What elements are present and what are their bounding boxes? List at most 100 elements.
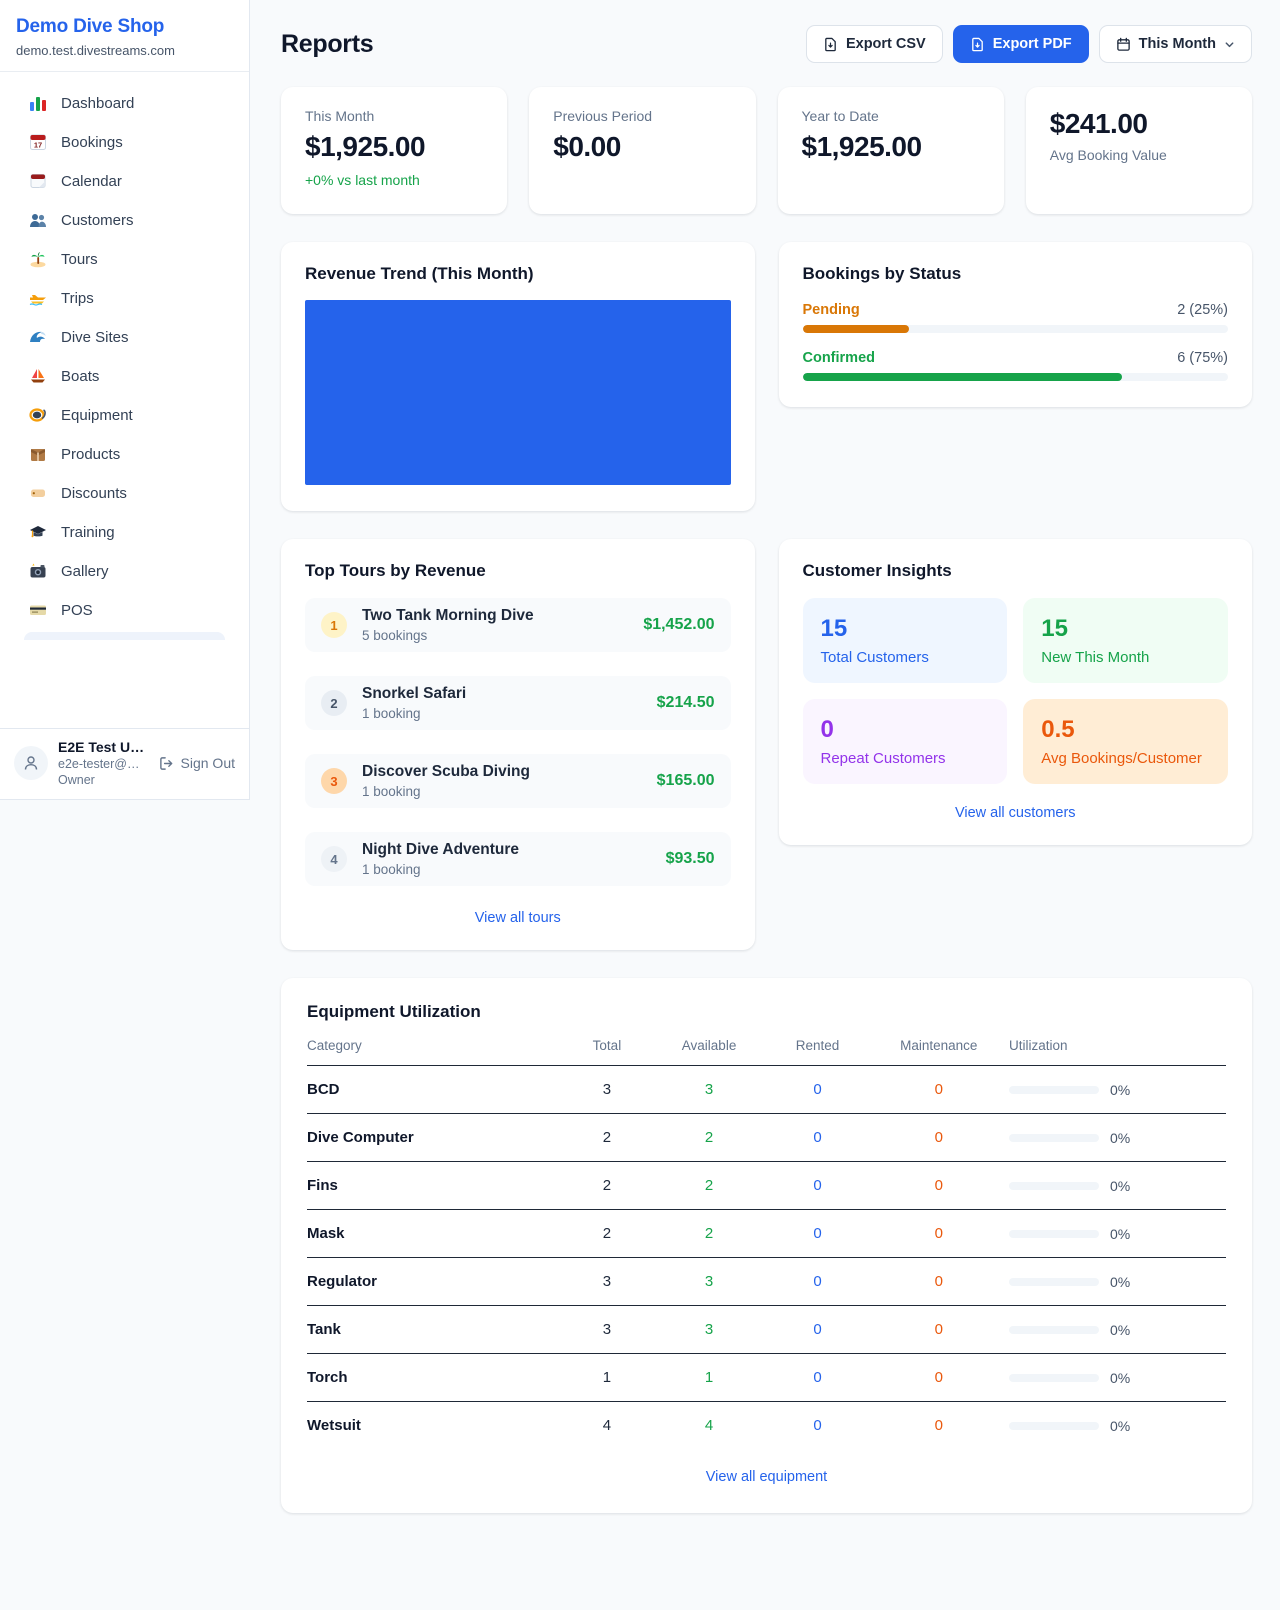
- shop-domain: demo.test.divestreams.com: [16, 43, 175, 58]
- table-row: Mask 2 2 0 0 0%: [307, 1210, 1226, 1258]
- cell-rented: 0: [813, 1369, 822, 1386]
- sidebar-item-training[interactable]: Training: [12, 515, 237, 549]
- cell-category: BCD: [307, 1081, 340, 1098]
- export-csv-label: Export CSV: [845, 36, 926, 52]
- sidebar-item-gallery[interactable]: Gallery: [12, 554, 237, 588]
- calendar-17-icon: 17: [29, 133, 47, 151]
- tour-bookings: 1 booking: [362, 784, 421, 799]
- tile-value: 0: [820, 716, 834, 743]
- col-maintenance: Maintenance: [900, 1038, 978, 1053]
- tour-name: Snorkel Safari: [362, 685, 467, 702]
- user-info: E2E Test U… e2e-tester@… Owner: [58, 739, 144, 787]
- sidebar-item-label: Calendar: [61, 172, 122, 190]
- sidebar-item-dashboard[interactable]: Dashboard: [12, 86, 237, 120]
- utilization-bar: [1009, 1277, 1099, 1286]
- export-pdf-label: Export PDF: [992, 36, 1072, 52]
- utilization-bar: [1009, 1181, 1099, 1190]
- status-count: 2 (25%): [1177, 302, 1228, 318]
- rank-badge: 3: [321, 768, 347, 794]
- stat-label: This Month: [305, 108, 375, 124]
- col-total: Total: [592, 1038, 622, 1053]
- cell-rented: 0: [813, 1129, 822, 1146]
- stat-delta: +0% vs last month: [305, 172, 420, 188]
- stat-label: Previous Period: [553, 108, 653, 124]
- table-header-row: Category Total Available Rented Maintena…: [307, 1038, 1226, 1066]
- sidebar-item-calendar[interactable]: Calendar: [12, 164, 237, 198]
- grad-cap-icon: [29, 523, 47, 541]
- export-csv-button[interactable]: Export CSV: [805, 25, 943, 63]
- period-label: This Month: [1138, 36, 1216, 52]
- tile-repeat-customers: 0 Repeat Customers: [802, 699, 1008, 784]
- sidebar-item-pos[interactable]: POS: [12, 593, 237, 627]
- tour-row: 3 Discover Scuba Diving 1 booking $165.0…: [305, 754, 731, 808]
- utilization-pct: 0%: [1110, 1369, 1131, 1386]
- export-pdf-button[interactable]: Export PDF: [952, 25, 1089, 63]
- top-tours-card: Top Tours by Revenue 1 Two Tank Morning …: [281, 539, 755, 950]
- cell-category: Dive Computer: [307, 1129, 414, 1146]
- customer-insights-card: Customer Insights 15 Total Customers 15 …: [778, 539, 1252, 845]
- sidebar-item-label: Equipment: [61, 406, 133, 424]
- tour-amount: $214.50: [656, 694, 715, 711]
- avatar: [14, 746, 48, 780]
- sidebar-item-equipment[interactable]: Equipment: [12, 398, 237, 432]
- col-rented: Rented: [795, 1038, 840, 1053]
- chevron-down-icon: [1225, 41, 1234, 47]
- svg-text:17: 17: [34, 141, 42, 150]
- view-all-customers-link[interactable]: View all customers: [954, 805, 1076, 821]
- cell-maintenance: 0: [934, 1129, 943, 1146]
- status-row-pending: Pending 2 (25%): [802, 302, 1228, 333]
- tour-amount: $165.00: [656, 772, 715, 789]
- cell-utilization: 0%: [1009, 1274, 1226, 1290]
- sidebar-item-products[interactable]: Products: [12, 437, 237, 471]
- utilization-bar: [1009, 1421, 1099, 1430]
- equipment-utilization-title: Equipment Utilization: [307, 1002, 481, 1021]
- cell-utilization: 0%: [1009, 1418, 1226, 1434]
- cell-maintenance: 0: [934, 1225, 943, 1242]
- sign-out-icon: [159, 756, 172, 770]
- utilization-pct: 0%: [1110, 1321, 1131, 1338]
- period-dropdown[interactable]: This Month: [1098, 25, 1252, 63]
- view-all-tours-link[interactable]: View all tours: [474, 910, 561, 926]
- sidebar-item-boats[interactable]: Boats: [12, 359, 237, 393]
- page-header: Reports Export CSV Export PDF This Month: [281, 25, 1252, 63]
- sidebar-item-dive-sites[interactable]: Dive Sites: [12, 320, 237, 354]
- cell-rented: 0: [813, 1225, 822, 1242]
- cell-total: 2: [602, 1177, 612, 1194]
- sign-out-button[interactable]: Sign Out: [159, 755, 235, 771]
- customer-insights-title: Customer Insights: [802, 561, 952, 580]
- cell-total: 3: [602, 1321, 612, 1338]
- stat-card-this-month: This Month $1,925.00 +0% vs last month: [281, 87, 508, 214]
- cell-utilization: 0%: [1009, 1226, 1226, 1242]
- sidebar-item-customers[interactable]: Customers: [12, 203, 237, 237]
- tile-label: New This Month: [1041, 649, 1150, 666]
- sidebar-item-trips[interactable]: Trips: [12, 281, 237, 315]
- rank-badge: 4: [321, 846, 347, 872]
- sidebar-item-bookings[interactable]: 17 Bookings: [12, 125, 237, 159]
- camera-icon: [29, 562, 47, 580]
- sidebar-item-label: Dashboard: [61, 94, 135, 112]
- cell-rented: 0: [813, 1177, 822, 1194]
- cell-rented: 0: [813, 1321, 822, 1338]
- sidebar-item-reports-partial[interactable]: [24, 632, 225, 640]
- people-icon: [29, 211, 47, 229]
- file-download-icon: [825, 37, 836, 51]
- insights-row: Top Tours by Revenue 1 Two Tank Morning …: [281, 539, 1252, 950]
- utilization-bar: [1009, 1229, 1099, 1238]
- tour-name: Night Dive Adventure: [362, 841, 520, 858]
- sidebar-item-discounts[interactable]: Discounts: [12, 476, 237, 510]
- cell-total: 3: [602, 1273, 612, 1290]
- stat-label: Avg Booking Value: [1049, 147, 1167, 163]
- sidebar-item-tours[interactable]: Tours: [12, 242, 237, 276]
- sidebar: Demo Dive Shop demo.test.divestreams.com…: [0, 0, 250, 800]
- top-tours-title: Top Tours by Revenue: [305, 561, 486, 580]
- sidebar-item-label: Customers: [61, 211, 134, 229]
- cell-total: 2: [602, 1129, 612, 1146]
- cell-total: 4: [602, 1417, 612, 1434]
- credit-card-icon: [29, 601, 47, 619]
- progress-track: [802, 373, 1228, 381]
- view-all-equipment-link[interactable]: View all equipment: [705, 1469, 828, 1485]
- stat-value: $241.00: [1049, 108, 1148, 139]
- tag-icon: [29, 484, 47, 502]
- cell-maintenance: 0: [934, 1417, 943, 1434]
- table-row: BCD 3 3 0 0 0%: [307, 1066, 1226, 1114]
